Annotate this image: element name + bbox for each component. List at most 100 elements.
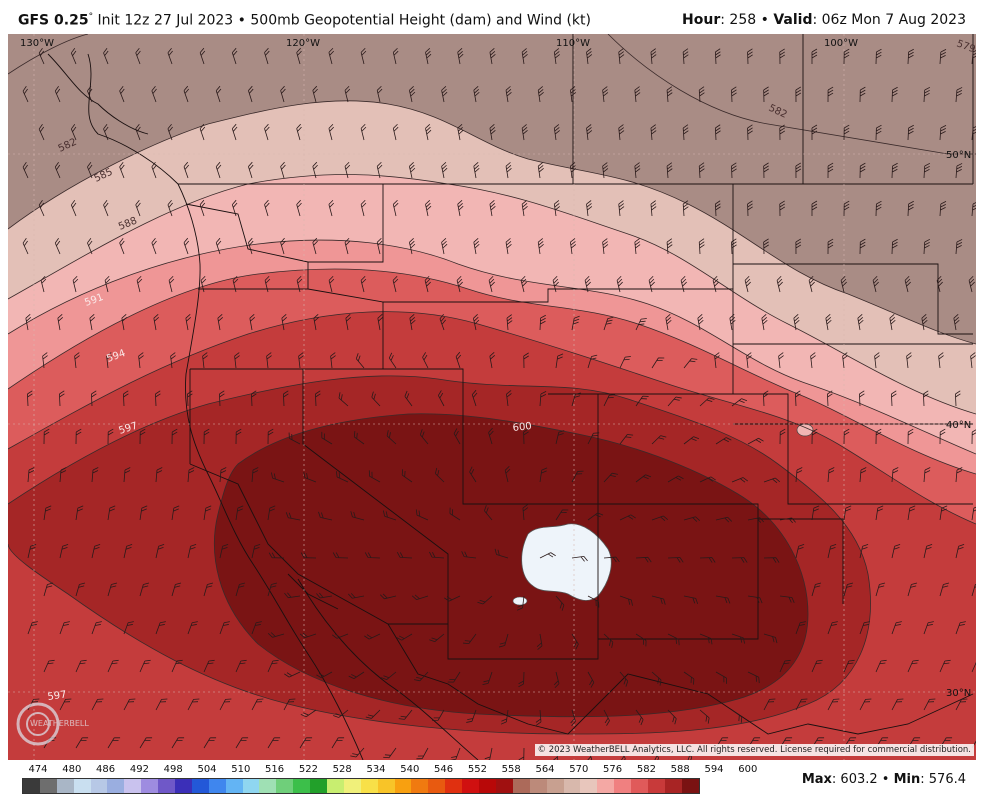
wind-barb [584,275,591,293]
wind-barb [535,709,542,726]
wind-barb [537,162,544,179]
wind-barb [87,237,93,255]
wind-barb [87,85,93,103]
weather-map: 130°W 120°W 110°W 100°W 50°N 40°N 30°N 5… [8,34,976,760]
wind-barb [667,557,684,563]
wind-barb [217,314,224,331]
colorbar-swatch [107,779,125,793]
wind-barb [106,352,112,369]
wind-barb [429,551,445,559]
wind-barb [215,85,222,103]
degree-sign: ° [88,12,94,22]
colorbar-label: 600 [738,764,758,775]
wind-barb [489,200,496,217]
wind-barb [251,467,259,483]
wind-barb [139,737,153,749]
wind-barb [187,621,198,635]
wind-barb [939,201,947,217]
wind-barb [904,275,911,293]
wind-barb [667,396,682,407]
wind-barb [891,621,902,635]
wind-barb [392,123,399,141]
wind-barb [264,123,270,141]
colorbar-label: 552 [467,764,487,775]
wind-barb [586,124,593,141]
wind-barb [587,432,600,445]
max-label: Max [801,772,832,787]
wind-barb [843,659,855,673]
wind-barb [87,161,93,179]
wind-barb [422,352,429,369]
wind-barb [795,238,802,255]
colorbar-swatch [293,779,311,793]
wind-barb [264,47,270,65]
wind-barb [602,238,609,255]
wind-barb [75,582,86,597]
wind-barb [795,86,802,103]
wind-barb [971,659,976,673]
wind-barb [441,162,448,179]
wind-barb [365,709,381,719]
wind-barb [827,86,834,103]
wind-barb [603,472,618,483]
wind-barb [827,544,837,559]
wind-barb [136,275,143,293]
wind-barb [891,238,898,255]
wind-barb [231,199,238,217]
wind-barb [379,593,397,600]
wind-barb [778,352,784,369]
wind-barb [763,557,780,563]
wind-barb [344,161,351,179]
wind-barb [811,124,818,141]
wind-barb [936,275,943,293]
wind-barb [25,314,32,331]
wind-barb [482,671,493,686]
wind-barb [907,582,918,597]
wind-barb [270,472,285,483]
colorbar-label: 528 [332,764,352,775]
wind-barb [618,200,625,217]
wind-barb [618,48,625,65]
wind-barb [729,314,736,331]
wind-barb [891,86,898,103]
wind-barb [552,275,559,293]
wind-barb [264,199,270,217]
wind-barb [119,85,125,103]
wind-barb [171,659,183,673]
wind-barb [299,632,317,639]
wind-barb [953,314,960,331]
valid-label: Valid [773,12,813,28]
colorbar [22,778,700,794]
wind-barb [698,162,705,179]
wind-barb [43,428,50,445]
wind-barb [328,199,335,217]
wind-barb [167,199,173,217]
wind-barb [843,428,850,445]
hour-label: Hour [682,12,721,28]
wind-barb [484,505,493,521]
wind-barb [38,200,45,217]
wind-barb [43,582,54,597]
wind-barb [360,123,367,141]
wind-barb [714,200,721,217]
wind-barb [59,698,72,711]
wind-barb [811,505,820,521]
wind-barb [235,582,246,597]
wind-barb [135,199,141,217]
colorbar-label: 564 [535,764,555,775]
colorbar-swatch [141,779,159,793]
wind-barb [27,467,35,483]
wind-barb [267,659,279,673]
wind-barb [43,659,55,673]
wind-barb [388,352,397,369]
wind-barb [698,238,705,255]
wind-barb [970,352,976,369]
wind-barb [635,633,647,647]
colorbar-label: 546 [434,764,454,775]
wind-barb [171,428,178,445]
wind-barb [202,352,208,369]
wind-barb [75,505,84,521]
colorbar-swatch [377,779,395,793]
wind-barb [91,390,97,407]
wind-barb [392,275,399,293]
